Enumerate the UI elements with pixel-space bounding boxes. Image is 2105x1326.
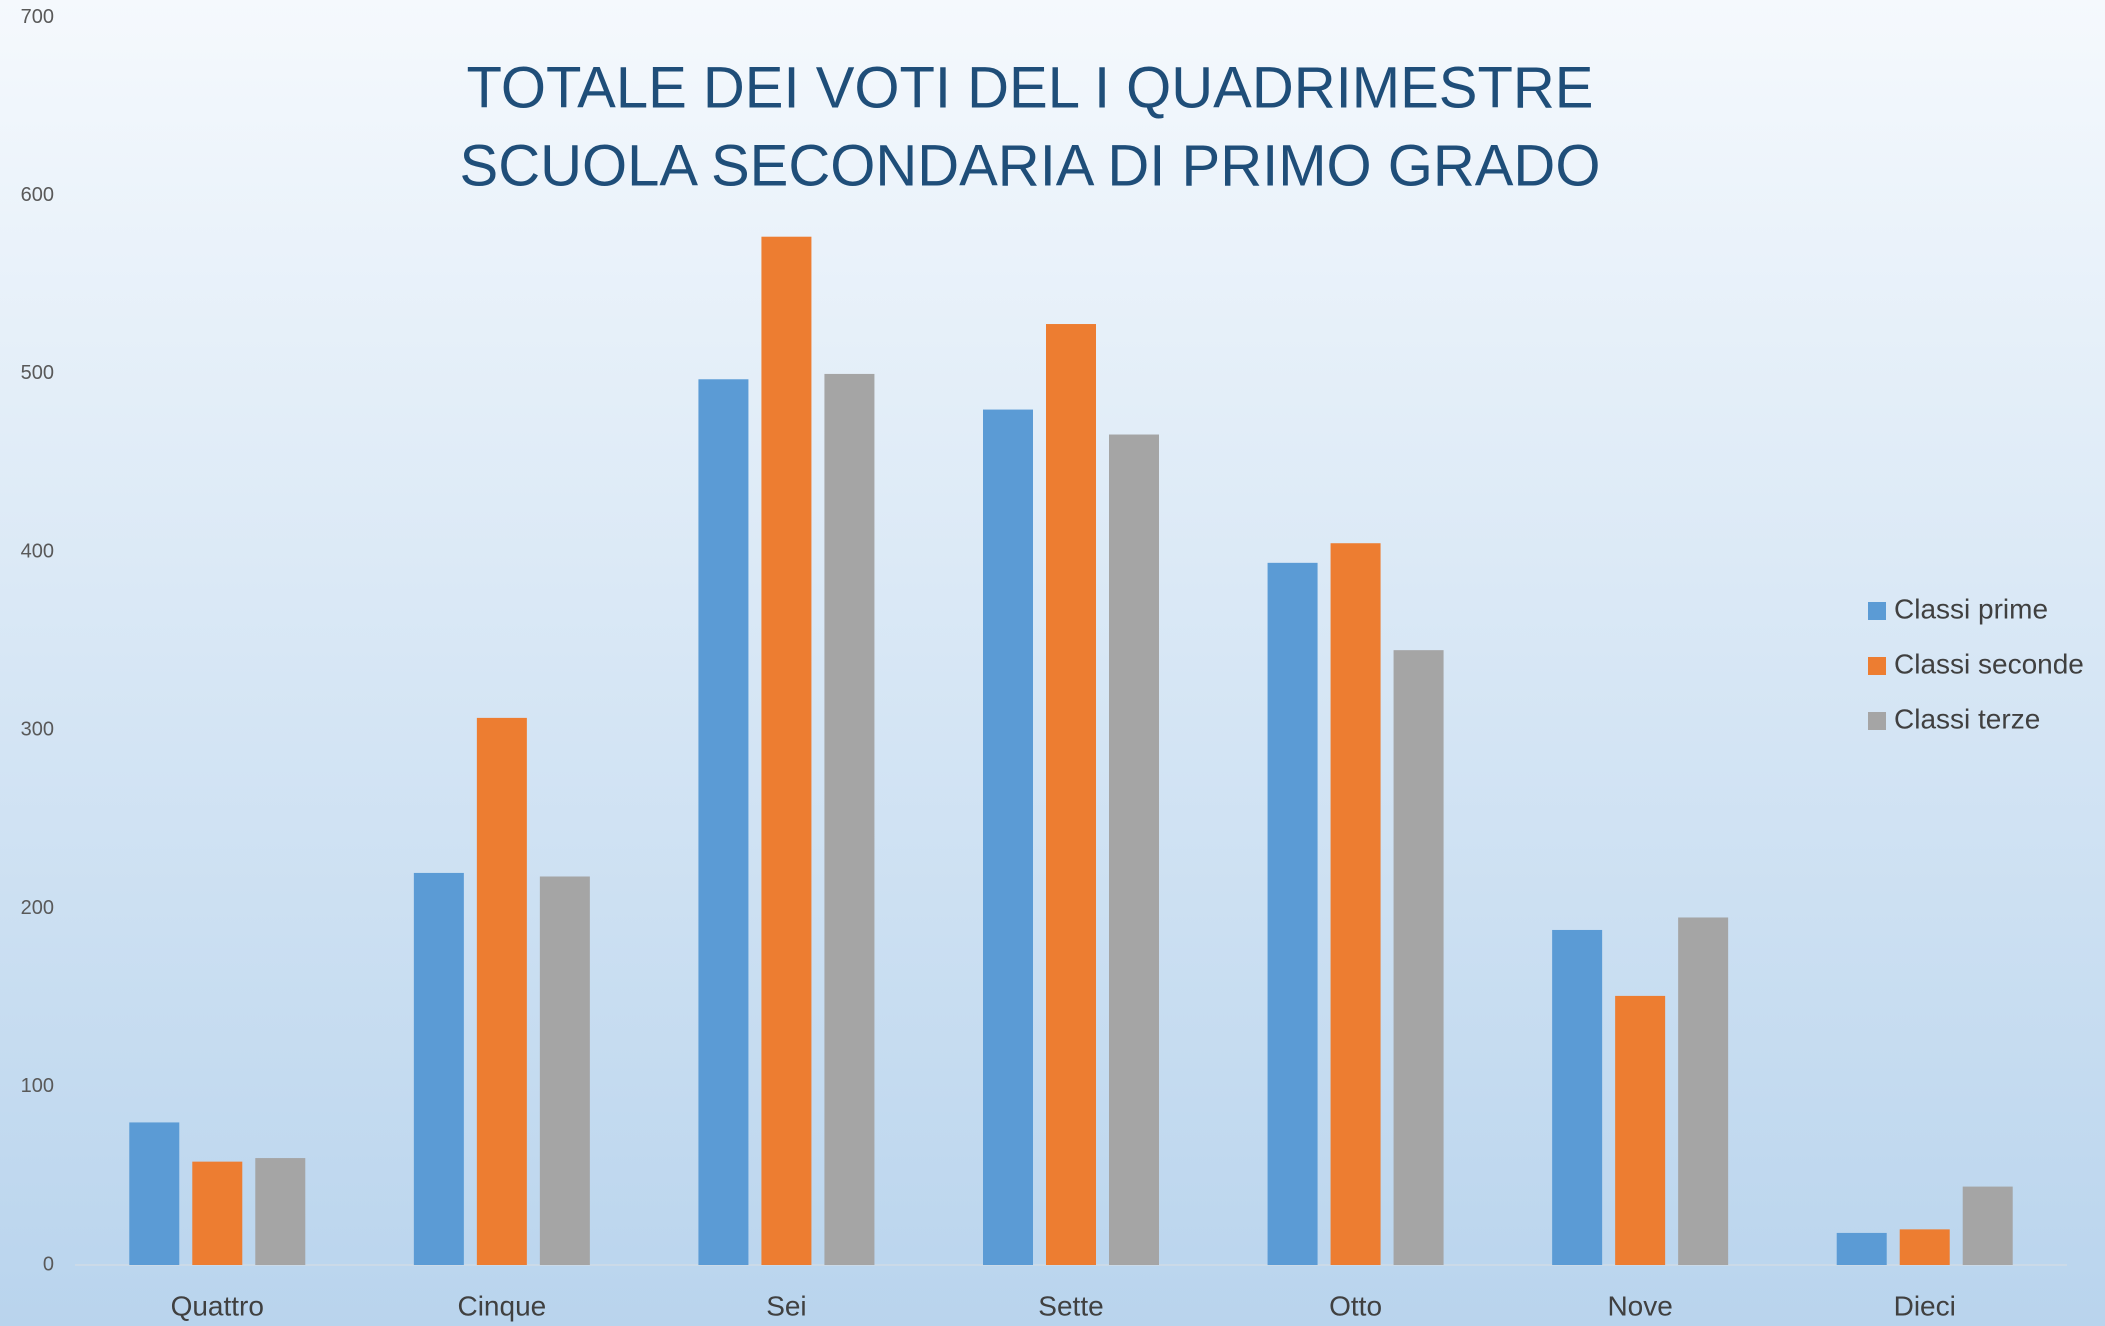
legend-label: Classi prime [1894,593,2048,624]
bar [413,872,464,1265]
x-tick-label: Otto [1329,1290,1382,1321]
y-tick-label: 100 [21,1075,54,1097]
y-tick-label: 500 [21,362,54,384]
bar [1267,562,1318,1265]
bar [1046,324,1096,1265]
legend-swatch [1868,657,1886,675]
bar [1393,650,1444,1265]
x-tick-label: Sei [766,1290,806,1321]
bar [476,717,527,1265]
bar [1330,543,1381,1265]
bar [698,379,749,1265]
chart-title: TOTALE DEI VOTI DEL I QUADRIMESTRE [467,55,1594,120]
legend-label: Classi terze [1894,703,2040,734]
y-tick-label: 600 [21,184,54,206]
bar [1962,1186,2013,1265]
bar [824,373,875,1265]
bar [1615,995,1666,1265]
bar [539,876,590,1265]
legend-label: Classi seconde [1894,648,2084,679]
legend-swatch [1868,602,1886,620]
y-tick-label: 400 [21,540,54,562]
y-tick-label: 700 [21,6,54,28]
x-tick-label: Nove [1607,1290,1672,1321]
y-tick-label: 0 [43,1253,54,1275]
bar [1552,929,1603,1265]
bar [983,409,1033,1266]
bar [255,1158,306,1265]
x-tick-label: Quattro [171,1290,264,1321]
bar [192,1161,243,1265]
bar [1899,1229,1950,1265]
chart-subtitle: SCUOLA SECONDARIA DI PRIMO GRADO [460,133,1601,198]
bar [1836,1232,1887,1265]
legend-swatch [1868,712,1886,730]
x-tick-label: Cinque [457,1290,546,1321]
x-tick-label: Dieci [1894,1290,1956,1321]
y-tick-label: 200 [21,897,54,919]
y-tick-label: 300 [21,719,54,741]
bar [1109,434,1159,1265]
bar [761,236,812,1265]
x-tick-label: Sette [1038,1290,1103,1321]
bar [129,1122,180,1265]
bar [1678,917,1729,1265]
